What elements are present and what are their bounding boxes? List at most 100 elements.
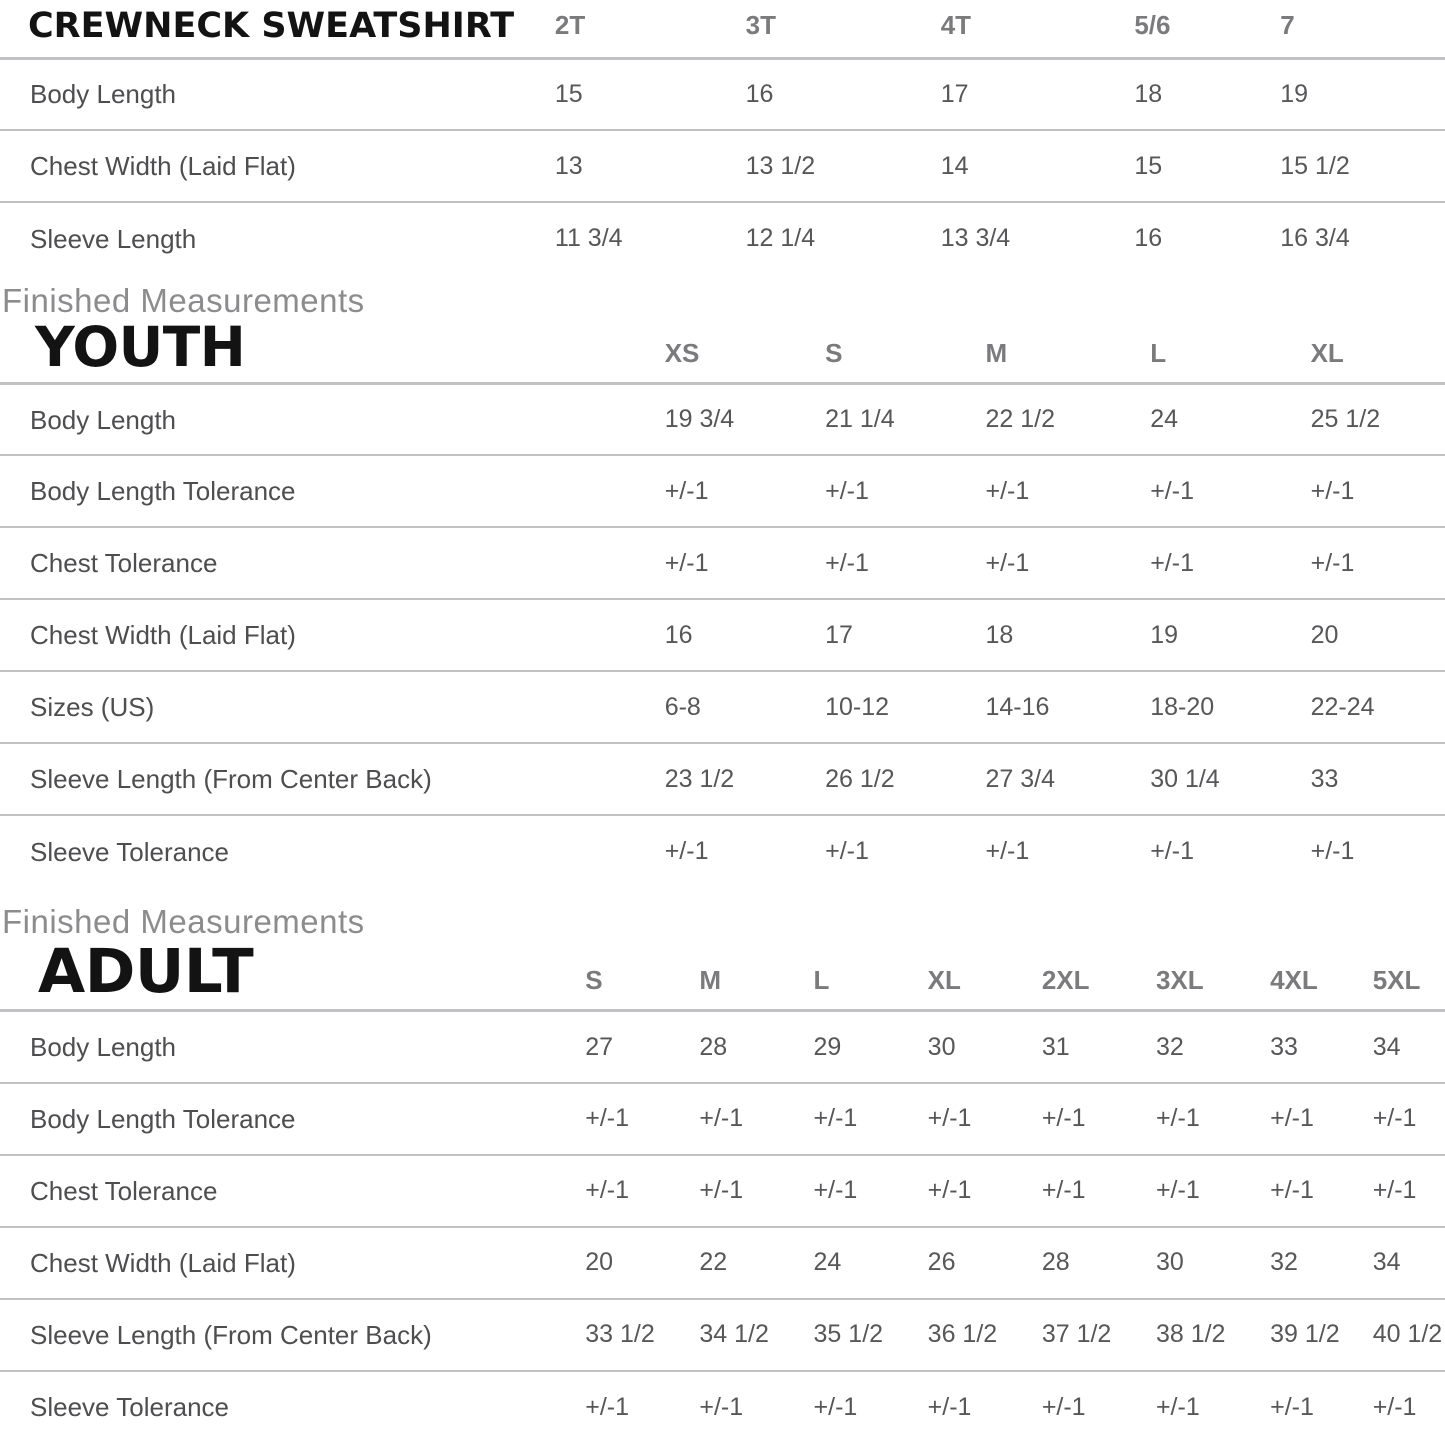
- column-header-xs: XS: [664, 337, 700, 368]
- size-value: +/-1: [927, 1392, 972, 1421]
- size-value: 13: [554, 151, 583, 180]
- size-value: 16 3/4: [1280, 224, 1350, 252]
- row-label: Sleeve Length: [30, 223, 197, 254]
- size-value: +/-1: [1270, 1104, 1314, 1133]
- size-value: 28: [1041, 1248, 1070, 1277]
- size-value: 18: [985, 620, 1014, 649]
- size-value: 33: [1310, 764, 1339, 793]
- size-value: 31: [1041, 1032, 1070, 1061]
- size-value: +/-1: [813, 1392, 858, 1421]
- size-value: +/-1: [825, 548, 869, 577]
- size-value: 36 1/2: [927, 1320, 998, 1349]
- column-header-xl: XL: [927, 965, 961, 996]
- row-label: Sleeve Length (From Center Back): [30, 1319, 432, 1350]
- table-row: Body Length Tolerance +/-1 +/-1 +/-1 +/-1 +/-…: [0, 1083, 1445, 1155]
- size-value: 13 1/2: [745, 151, 816, 180]
- table-row: Body Length 15 16 17 18 19: [0, 58, 1445, 130]
- size-value: +/-1: [1310, 476, 1355, 505]
- size-value: +/-1: [1310, 548, 1355, 577]
- size-value: 26: [927, 1248, 956, 1277]
- finished-measurements-label: Finished Measurements: [2, 282, 365, 319]
- header-row: CREWNECK SWEATSHIRT 2T 3T 4T 5/6 7: [0, 0, 1445, 58]
- size-value: +/-1: [985, 548, 1030, 577]
- size-value: 27 3/4: [985, 764, 1055, 793]
- title-cell: YOUTH: [0, 314, 665, 384]
- size-value: 16: [745, 79, 774, 108]
- size-value: +/-1: [1150, 476, 1194, 505]
- section-adult: Finished Measurements ADULT S M L XL 2XL 3XL 4…: [0, 903, 1445, 1442]
- table-row: Chest Tolerance +/-1 +/-1 +/-1 +/-1 +/-1 +/-1 +…: [0, 1155, 1445, 1227]
- column-header-xl: XL: [1310, 337, 1344, 368]
- size-value: 39 1/2: [1270, 1320, 1340, 1349]
- size-value: 25 1/2: [1310, 405, 1381, 434]
- size-value: +/-1: [699, 1176, 744, 1205]
- column-header-m: M: [985, 337, 1008, 368]
- header-row: ADULT S M L XL 2XL 3XL 4XL 5XL: [0, 941, 1445, 1011]
- size-value: 20: [1310, 620, 1339, 649]
- size-value: +/-1: [664, 837, 709, 866]
- size-value: 29: [813, 1032, 842, 1061]
- size-value: 33: [1270, 1032, 1298, 1061]
- title-cell: CREWNECK SWEATSHIRT: [0, 0, 555, 58]
- row-label: Sizes (US): [30, 692, 155, 723]
- size-value: 37 1/2: [1041, 1320, 1112, 1349]
- row-label: Body Length: [30, 79, 177, 110]
- row-label: Body Length: [30, 404, 177, 435]
- size-value: +/-1: [664, 476, 709, 505]
- section-title-toddler: CREWNECK SWEATSHIRT: [28, 5, 515, 46]
- size-value: 34: [1372, 1032, 1401, 1061]
- size-value: 18-20: [1150, 692, 1215, 721]
- section-toddler: CREWNECK SWEATSHIRT 2T 3T 4T 5/6 7 Body Leng…: [0, 0, 1445, 274]
- size-value: 18: [1134, 79, 1163, 108]
- table-row: Body Length 19 3/4 21 1/4 22 1/2 24 25 1/2: [0, 383, 1445, 456]
- column-header-2xl: 2XL: [1041, 965, 1090, 996]
- size-value: +/-1: [1150, 837, 1194, 866]
- size-value: 17: [940, 79, 969, 108]
- size-value: 19: [1280, 79, 1309, 108]
- row-label: Chest Tolerance: [30, 1175, 218, 1206]
- row-label: Chest Width (Laid Flat): [30, 620, 296, 651]
- size-value: 30: [1155, 1248, 1184, 1277]
- size-value: 6-8: [664, 692, 701, 721]
- column-header-s: S: [585, 965, 603, 996]
- size-value: +/-1: [585, 1104, 630, 1133]
- column-header-s: S: [825, 337, 843, 368]
- column-header-m: M: [699, 965, 722, 996]
- size-value: +/-1: [1041, 1104, 1086, 1133]
- size-value: +/-1: [1150, 548, 1194, 577]
- size-value: 34 1/2: [699, 1320, 769, 1349]
- size-value: +/-1: [813, 1104, 858, 1133]
- size-value: 27: [585, 1032, 614, 1061]
- size-value: 40 1/2: [1372, 1320, 1443, 1349]
- size-value: +/-1: [1310, 837, 1355, 866]
- size-table: YOUTH XS S M L XL Body Length 19 3/4 21 1/4 22 …: [0, 314, 1445, 888]
- table-row: Sleeve Length (From Center Back) 23 1/2 26…: [0, 743, 1445, 816]
- column-header-2t: 2T: [554, 10, 586, 41]
- size-table: ADULT S M L XL 2XL 3XL 4XL 5XL Body Length 27 28 2…: [0, 941, 1445, 1443]
- table-row: Sizes (US) 6-8 10-12 14-16 18-20 22-24: [0, 671, 1445, 744]
- size-value: 28: [699, 1032, 728, 1061]
- row-label: Sleeve Tolerance: [30, 836, 229, 867]
- section-youth: Finished Measurements YOUTH XS S M L XL Body…: [0, 282, 1445, 887]
- header-row: YOUTH XS S M L XL: [0, 314, 1445, 384]
- column-header-5-6: 5/6: [1134, 10, 1171, 41]
- row-label: Sleeve Tolerance: [30, 1392, 229, 1423]
- size-value: +/-1: [1372, 1104, 1417, 1133]
- size-value: +/-1: [1372, 1392, 1417, 1421]
- size-value: 10-12: [825, 692, 890, 721]
- size-value: 14-16: [985, 692, 1050, 721]
- section-title-adult: ADULT: [38, 936, 254, 1008]
- size-value: 26 1/2: [825, 764, 895, 793]
- size-value: +/-1: [927, 1176, 972, 1205]
- table-row: Body Length 27 28 29 30 31 32 33 34: [0, 1011, 1445, 1083]
- size-value: +/-1: [699, 1104, 744, 1133]
- finished-measurements-label: Finished Measurements: [2, 903, 365, 941]
- column-header-l: L: [1150, 337, 1167, 368]
- row-label: Sleeve Length (From Center Back): [30, 764, 432, 795]
- section-title-youth: YOUTH: [35, 314, 246, 379]
- size-value: 22: [699, 1248, 728, 1277]
- size-value: 16: [1134, 224, 1163, 252]
- table-row: Sleeve Tolerance +/-1 +/-1 +/-1 +/-1 +/-1 +/-1…: [0, 1371, 1445, 1443]
